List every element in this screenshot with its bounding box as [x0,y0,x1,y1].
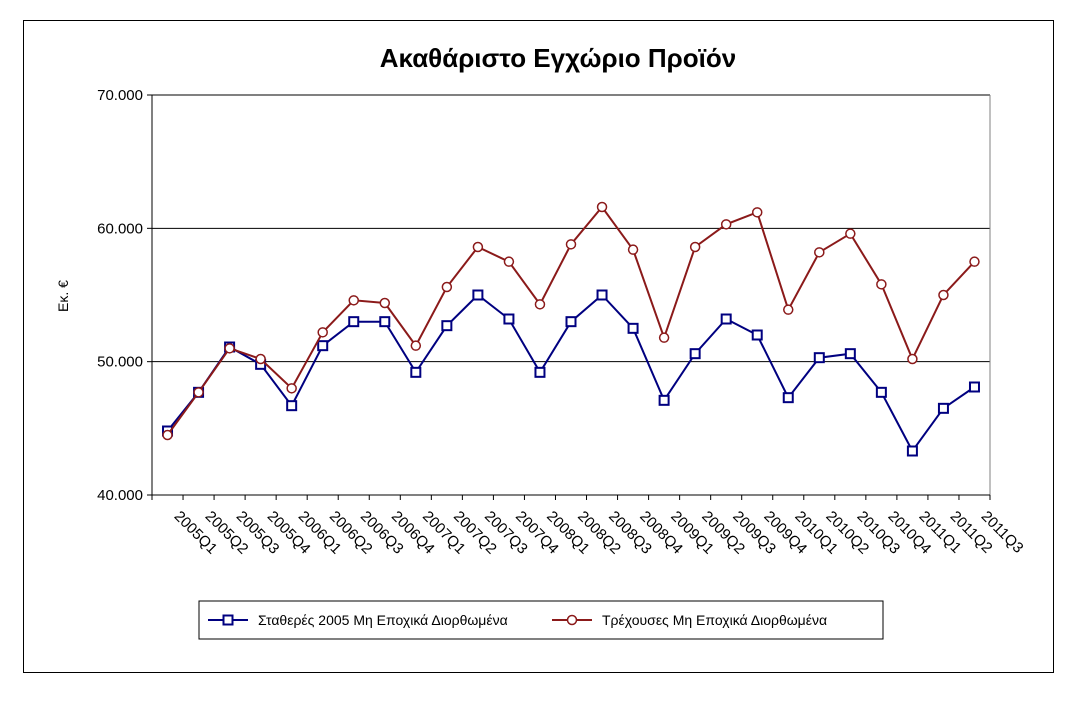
data-point-s1-8 [410,340,422,351]
data-point-s1-22 [845,228,856,239]
data-point-s1-11 [503,256,515,267]
data-point-s1-0 [162,429,173,441]
data-point-s0-11 [503,313,515,325]
data-point-s0-12 [534,366,546,378]
data-point-s1-17 [689,241,701,253]
data-point-s0-9 [441,320,453,332]
data-point-s1-21 [814,247,825,258]
data-point-s1-20 [783,304,794,315]
data-point-s0-24 [906,445,918,457]
data-point-s1-6 [348,295,359,306]
data-point-s0-18 [720,313,732,325]
data-point-s1-13 [565,239,577,250]
data-point-s1-19 [751,207,763,218]
data-point-s1-2 [224,343,235,354]
data-point-s0-8 [410,366,422,378]
legend-box [198,600,884,640]
data-point-s0-19 [751,329,763,341]
legend-label-0: Σταθερές 2005 Μη Εποχικά Διορθωμένα [258,612,508,628]
data-point-s1-23 [876,279,887,290]
data-point-s1-4 [286,383,297,394]
data-point-s1-9 [441,281,453,293]
legend-marker-1 [566,614,578,626]
data-point-s0-23 [875,386,887,398]
legend-marker-0 [222,614,234,626]
data-point-s1-7 [379,297,391,309]
chart-frame: Ακαθάριστο Εγχώριο Προϊόν Εκ. € 40.000 50… [23,20,1054,673]
legend-label-1: Τρέχουσες Μη Εποχικά Διορθωμένα [602,612,827,628]
data-point-s0-14 [596,289,608,301]
data-point-s0-21 [813,352,825,364]
data-point-s0-16 [658,394,670,406]
y-tick-label-1: 50.000 [97,354,143,371]
data-point-s0-20 [782,392,794,404]
data-point-s1-12 [534,299,546,310]
data-point-s1-18 [720,219,732,230]
data-point-s1-3 [255,353,266,365]
data-point-s1-10 [472,241,484,253]
data-point-s0-22 [844,348,856,360]
data-point-s0-15 [627,322,639,334]
data-point-s0-4 [286,400,298,412]
data-point-s1-16 [658,332,670,343]
data-point-s0-6 [348,316,360,328]
legend: Σταθερές 2005 Μη Εποχικά Διορθωμένα Τρέχο… [198,600,884,640]
data-point-s0-7 [379,316,391,328]
data-point-s0-25 [937,402,949,414]
data-point-s0-5 [317,340,329,352]
y-tick-label-2: 60.000 [97,220,143,237]
chart-title: Ακαθάριστο Εγχώριο Προϊόν [380,43,736,73]
data-point-s1-14 [596,201,608,213]
data-point-s0-13 [565,316,577,328]
data-point-s0-26 [968,381,980,393]
y-tick-label-0: 40.000 [97,487,143,504]
y-axis-label: Εκ. € [55,280,71,312]
data-point-s1-15 [627,244,639,255]
chart-canvas: Ακαθάριστο Εγχώριο Προϊόν Εκ. € 40.000 50… [55,43,1027,640]
data-point-s1-1 [193,387,204,398]
data-point-s1-26 [969,256,980,267]
data-point-s0-10 [472,289,484,301]
data-point-s0-17 [689,348,701,360]
data-point-s1-25 [938,289,949,301]
plot-area: 40.00050.00060.00070.0002005Q12005Q22005… [97,87,1027,558]
data-point-s1-5 [317,327,328,338]
y-tick-label-3: 70.000 [97,87,143,104]
data-point-s1-24 [907,353,918,365]
